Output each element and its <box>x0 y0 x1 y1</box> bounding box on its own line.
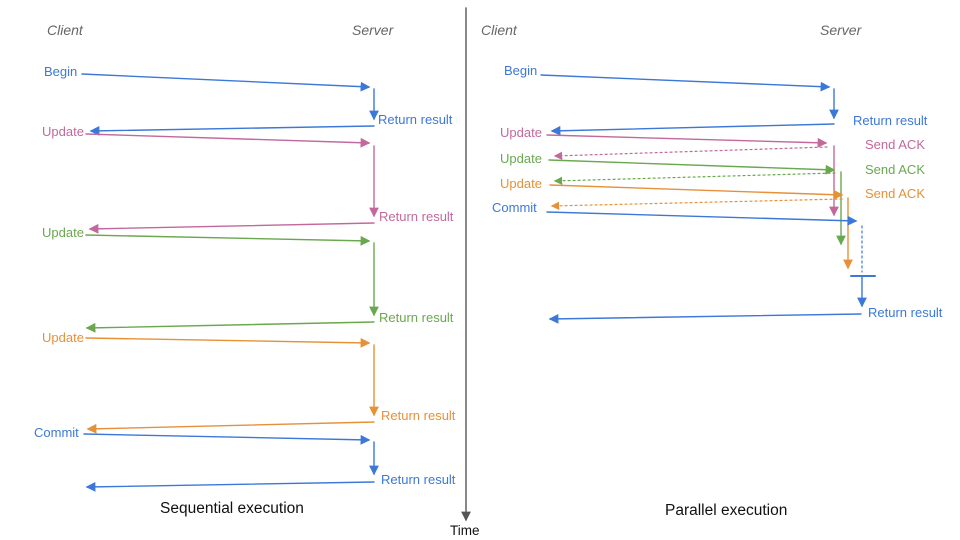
par-update2-label: Update <box>500 151 542 166</box>
seq-update3-response-label: Return result <box>381 408 456 423</box>
par-update3-label: Update <box>500 176 542 191</box>
seq-server-header: Server <box>352 22 394 38</box>
seq-update1-response-label: Return result <box>379 209 454 224</box>
par-commit-response-label: Return result <box>868 305 943 320</box>
seq-begin-request-arrow <box>81 73 371 92</box>
par-begin-label: Begin <box>504 63 538 78</box>
seq-commit-label: Commit <box>34 425 79 440</box>
seq-begin-response-label: Return result <box>378 112 453 127</box>
seq-update3-response-arrow <box>86 421 375 434</box>
sequential-caption: Sequential execution <box>160 500 304 517</box>
par-update1-ack-arrow <box>553 146 828 160</box>
seq-update1-request-arrow <box>85 133 371 148</box>
seq-begin-response-arrow <box>89 125 375 136</box>
par-begin-response-arrow <box>550 123 835 136</box>
seq-update2-request-arrow <box>85 234 371 246</box>
seq-update1-response-arrow <box>88 222 375 234</box>
seq-client-header: Client <box>47 22 83 38</box>
par-update1-label: Update <box>500 125 542 140</box>
par-begin-response-label: Return result <box>853 113 928 128</box>
par-server-header: Server <box>820 22 862 38</box>
seq-update3-request-arrow <box>85 337 371 348</box>
par-update3-ack-label: Send ACK <box>865 186 925 201</box>
par-update3-request-arrow <box>549 184 844 200</box>
par-update2-ack-arrow <box>553 172 836 185</box>
seq-begin-label: Begin <box>44 64 78 79</box>
par-update1-ack-label: Send ACK <box>865 137 925 152</box>
par-commit-request-arrow <box>546 211 858 226</box>
par-client-header: Client <box>481 22 517 38</box>
seq-update2-response-label: Return result <box>379 310 454 325</box>
seq-update3-label: Update <box>42 330 84 345</box>
par-begin-request-arrow <box>540 74 831 92</box>
seq-commit-response-label: Return result <box>381 472 456 487</box>
seq-update2-response-arrow <box>85 321 375 333</box>
seq-update2-label: Update <box>42 225 84 240</box>
par-commit-label: Commit <box>492 200 537 215</box>
par-update1-request-arrow <box>546 134 828 148</box>
time-axis-label: Time <box>450 523 480 538</box>
par-update2-ack-label: Send ACK <box>865 162 925 177</box>
seq-update1-label: Update <box>42 124 84 139</box>
par-commit-response-arrow <box>548 313 862 324</box>
seq-commit-response-arrow <box>85 481 375 492</box>
parallel-caption: Parallel execution <box>665 502 788 519</box>
par-update2-request-arrow <box>548 159 836 175</box>
par-update3-ack-arrow <box>550 198 843 211</box>
seq-commit-request-arrow <box>83 433 371 445</box>
